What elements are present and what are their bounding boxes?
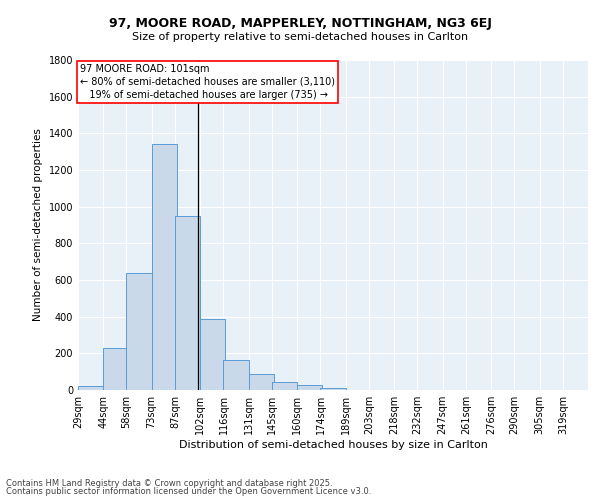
Bar bbox=[297, 386, 322, 390]
Y-axis label: Number of semi-detached properties: Number of semi-detached properties bbox=[33, 128, 43, 322]
Bar bbox=[152, 144, 176, 390]
Bar bbox=[103, 348, 128, 390]
Bar bbox=[272, 382, 297, 390]
X-axis label: Distribution of semi-detached houses by size in Carlton: Distribution of semi-detached houses by … bbox=[179, 440, 487, 450]
Text: Contains HM Land Registry data © Crown copyright and database right 2025.: Contains HM Land Registry data © Crown c… bbox=[6, 478, 332, 488]
Bar bbox=[248, 374, 274, 390]
Text: 97 MOORE ROAD: 101sqm
← 80% of semi-detached houses are smaller (3,110)
   19% o: 97 MOORE ROAD: 101sqm ← 80% of semi-deta… bbox=[80, 64, 335, 100]
Bar bbox=[320, 388, 346, 390]
Bar bbox=[175, 216, 200, 390]
Bar bbox=[78, 386, 103, 390]
Bar bbox=[223, 360, 248, 390]
Text: Size of property relative to semi-detached houses in Carlton: Size of property relative to semi-detach… bbox=[132, 32, 468, 42]
Text: Contains public sector information licensed under the Open Government Licence v3: Contains public sector information licen… bbox=[6, 487, 371, 496]
Bar bbox=[200, 318, 225, 390]
Text: 97, MOORE ROAD, MAPPERLEY, NOTTINGHAM, NG3 6EJ: 97, MOORE ROAD, MAPPERLEY, NOTTINGHAM, N… bbox=[109, 18, 491, 30]
Bar bbox=[127, 272, 152, 390]
